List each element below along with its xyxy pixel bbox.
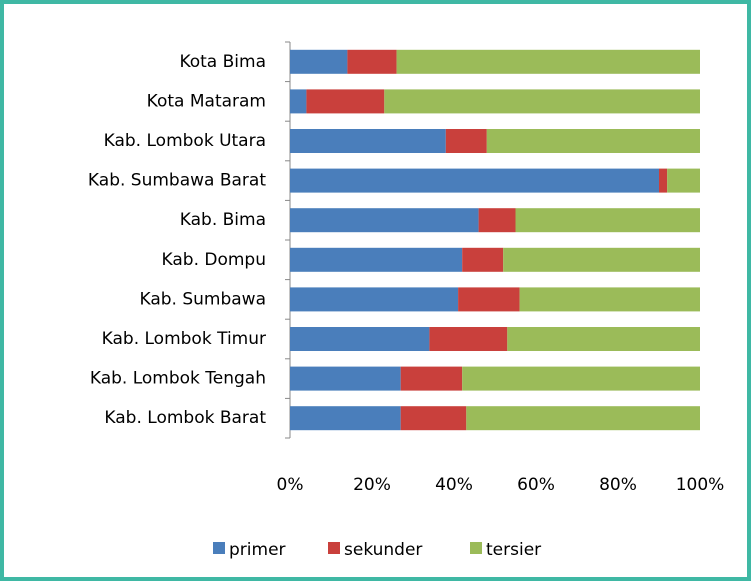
bar-segment — [290, 89, 307, 114]
legend-label: sekunder — [344, 540, 422, 560]
bar-segment — [503, 247, 700, 272]
y-tick-label: Kab. Lombok Utara — [104, 131, 266, 151]
legend-swatch — [328, 542, 340, 554]
bar-segment — [347, 49, 397, 74]
legend-label: tersier — [486, 540, 541, 560]
x-tick-label: 40% — [435, 475, 473, 495]
bar-segment — [290, 49, 348, 74]
y-tick-label: Kab. Sumbawa — [139, 289, 266, 309]
bar-segment — [384, 89, 700, 114]
x-tick-label: 80% — [599, 475, 637, 495]
legend-swatch — [470, 542, 482, 554]
y-tick-label: Kab. Lombok Barat — [104, 408, 266, 428]
x-tick-label: 100% — [676, 475, 725, 495]
bar-segment — [659, 168, 668, 193]
x-tick-label: 60% — [517, 475, 555, 495]
bar-segment — [290, 129, 446, 153]
bar-segment — [667, 168, 700, 193]
bar-segment — [290, 366, 401, 391]
bar-segment — [478, 208, 516, 233]
bar-segment — [290, 287, 459, 312]
bar-segment — [519, 287, 700, 312]
bar-segment — [429, 327, 508, 351]
y-tick-label: Kab. Sumbawa Barat — [88, 171, 266, 191]
y-tick-label: Kab. Bima — [180, 210, 266, 230]
bar-segment — [290, 168, 659, 193]
bar-segment — [466, 406, 700, 431]
bar-segment — [458, 287, 520, 312]
bar-segment — [306, 89, 385, 114]
y-tick-label: Kota Mataram — [147, 91, 266, 111]
bar-segment — [462, 366, 700, 391]
bar-segment — [396, 49, 700, 74]
legend-label: primer — [229, 540, 286, 560]
x-tick-label: 20% — [353, 475, 391, 495]
y-tick-label: Kota Bima — [179, 52, 266, 72]
y-tick-label: Kab. Lombok Timur — [102, 329, 266, 349]
y-tick-label: Kab. Dompu — [162, 250, 266, 270]
y-tick-label: Kab. Lombok Tengah — [90, 369, 266, 389]
bar-segment — [400, 406, 467, 431]
legend-swatch — [213, 542, 225, 554]
bar-segment — [507, 327, 700, 351]
bar-segment — [486, 129, 700, 153]
bar-segment — [462, 247, 504, 272]
bar-segment — [445, 129, 487, 153]
bar-segment — [290, 247, 463, 272]
bar-segment — [290, 208, 479, 233]
bar-segment — [290, 406, 401, 431]
bar-segment — [515, 208, 700, 233]
x-tick-label: 0% — [277, 475, 304, 495]
bar-segment — [290, 327, 430, 351]
bar-segment — [400, 366, 463, 391]
